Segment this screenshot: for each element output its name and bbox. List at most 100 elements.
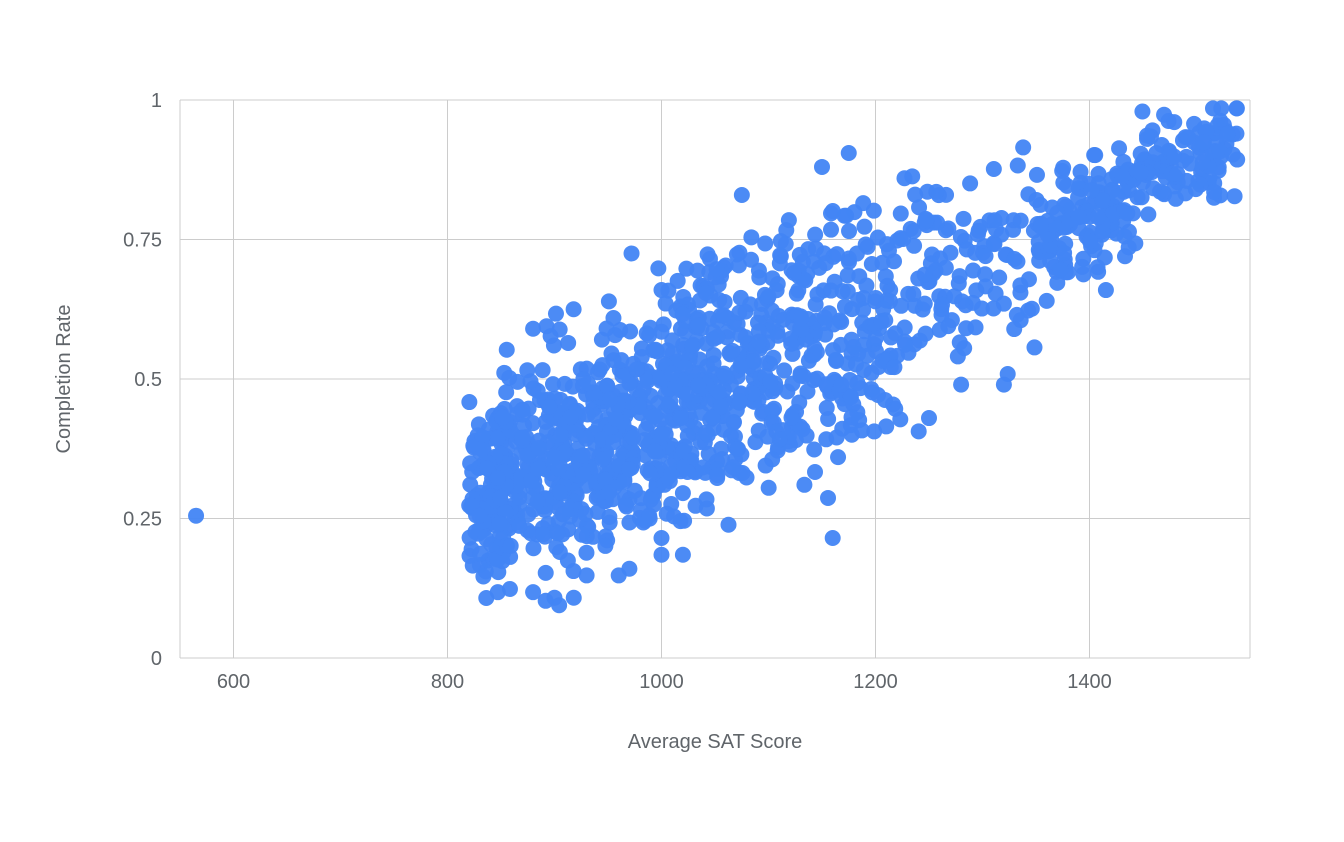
scatter-point <box>868 330 884 346</box>
scatter-point <box>599 378 615 394</box>
scatter-point <box>996 296 1012 312</box>
scatter-point <box>1006 321 1022 337</box>
y-ticks: 00.250.50.751 <box>123 90 162 670</box>
scatter-point <box>716 366 732 382</box>
scatter-point <box>698 425 714 441</box>
scatter-point <box>1133 165 1149 181</box>
scatter-point <box>595 451 611 467</box>
x-tick-label: 1400 <box>1067 671 1112 693</box>
scatter-point <box>498 384 514 400</box>
scatter-point <box>680 464 696 480</box>
scatter-point <box>817 309 833 325</box>
scatter-point <box>921 410 937 426</box>
scatter-point <box>1220 126 1236 142</box>
scatter-point <box>716 307 732 323</box>
scatter-point <box>987 212 1003 228</box>
scatter-point <box>820 490 836 506</box>
scatter-point <box>535 362 551 378</box>
scatter-point <box>739 470 755 486</box>
scatter-point <box>602 391 618 407</box>
scatter-point <box>764 270 780 286</box>
scatter-point <box>828 352 844 368</box>
scatter-point <box>1145 180 1161 196</box>
scatter-point <box>991 270 1007 286</box>
scatter-point <box>1119 205 1135 221</box>
scatter-point <box>654 427 670 443</box>
scatter-point <box>462 530 478 546</box>
scatter-point <box>1087 147 1103 163</box>
scatter-point <box>1074 259 1090 275</box>
scatter-point <box>641 507 657 523</box>
scatter-point <box>956 340 972 356</box>
scatter-point <box>1009 307 1025 323</box>
scatter-point <box>499 342 515 358</box>
scatter-point <box>942 245 958 261</box>
scatter-point <box>1166 148 1182 164</box>
scatter-point <box>1053 262 1069 278</box>
scatter-point <box>709 467 725 483</box>
scatter-point <box>791 394 807 410</box>
scatter-point <box>796 477 812 493</box>
scatter-point <box>793 310 809 326</box>
scatter-point <box>605 434 621 450</box>
scatter-point <box>575 447 591 463</box>
scatter-point <box>829 429 845 445</box>
scatter-point <box>986 235 1002 251</box>
scatter-point <box>814 159 830 175</box>
x-axis-label: Average SAT Score <box>628 731 803 753</box>
scatter-point <box>664 366 680 382</box>
scatter-point <box>917 296 933 312</box>
scatter-point <box>772 247 788 263</box>
scatter-point <box>608 411 624 427</box>
scatter-point <box>825 530 841 546</box>
scatter-point <box>772 431 788 447</box>
scatter-point <box>188 508 204 524</box>
scatter-point <box>579 567 595 583</box>
scatter-point <box>1229 100 1245 116</box>
scatter-point <box>511 518 527 534</box>
scatter-point <box>792 247 808 263</box>
scatter-point <box>514 430 530 446</box>
scatter-point <box>621 514 637 530</box>
scatter-point <box>614 368 630 384</box>
scatter-point <box>575 467 591 483</box>
scatter-point <box>830 449 846 465</box>
scatter-point <box>539 318 555 334</box>
scatter-point <box>1227 188 1243 204</box>
scatter-point <box>1148 145 1164 161</box>
scatter-point <box>977 266 993 282</box>
x-tick-label: 600 <box>217 671 250 693</box>
scatter-point <box>1196 134 1212 150</box>
scatter-point <box>580 375 596 391</box>
scatter-point <box>629 361 645 377</box>
scatter-point <box>751 334 767 350</box>
scatter-point <box>911 423 927 439</box>
scatter-point <box>654 530 670 546</box>
scatter-point <box>549 525 565 541</box>
scatter-point <box>530 461 546 477</box>
scatter-point <box>514 402 530 418</box>
scatter-point <box>833 377 849 393</box>
scatter-point <box>490 470 506 486</box>
scatter-point <box>690 263 706 279</box>
scatter-point <box>577 506 593 522</box>
scatter-point <box>690 317 706 333</box>
scatter-point <box>673 410 689 426</box>
scatter-point <box>601 484 617 500</box>
scatter-point <box>1010 157 1026 173</box>
scatter-point <box>762 373 778 389</box>
scatter-point <box>1140 206 1156 222</box>
scatter-point <box>786 265 802 281</box>
scatter-point <box>472 546 488 562</box>
scatter-point <box>647 408 663 424</box>
scatter-point <box>523 373 539 389</box>
scatter-point <box>1127 235 1143 251</box>
scatter-point <box>672 513 688 529</box>
scatter-point <box>622 323 638 339</box>
scatter-point <box>659 506 675 522</box>
scatter-point <box>1117 248 1133 264</box>
scatter-point <box>613 352 629 368</box>
scatter-point <box>1169 166 1185 182</box>
scatter-point <box>845 339 861 355</box>
scatter-point <box>968 319 984 335</box>
